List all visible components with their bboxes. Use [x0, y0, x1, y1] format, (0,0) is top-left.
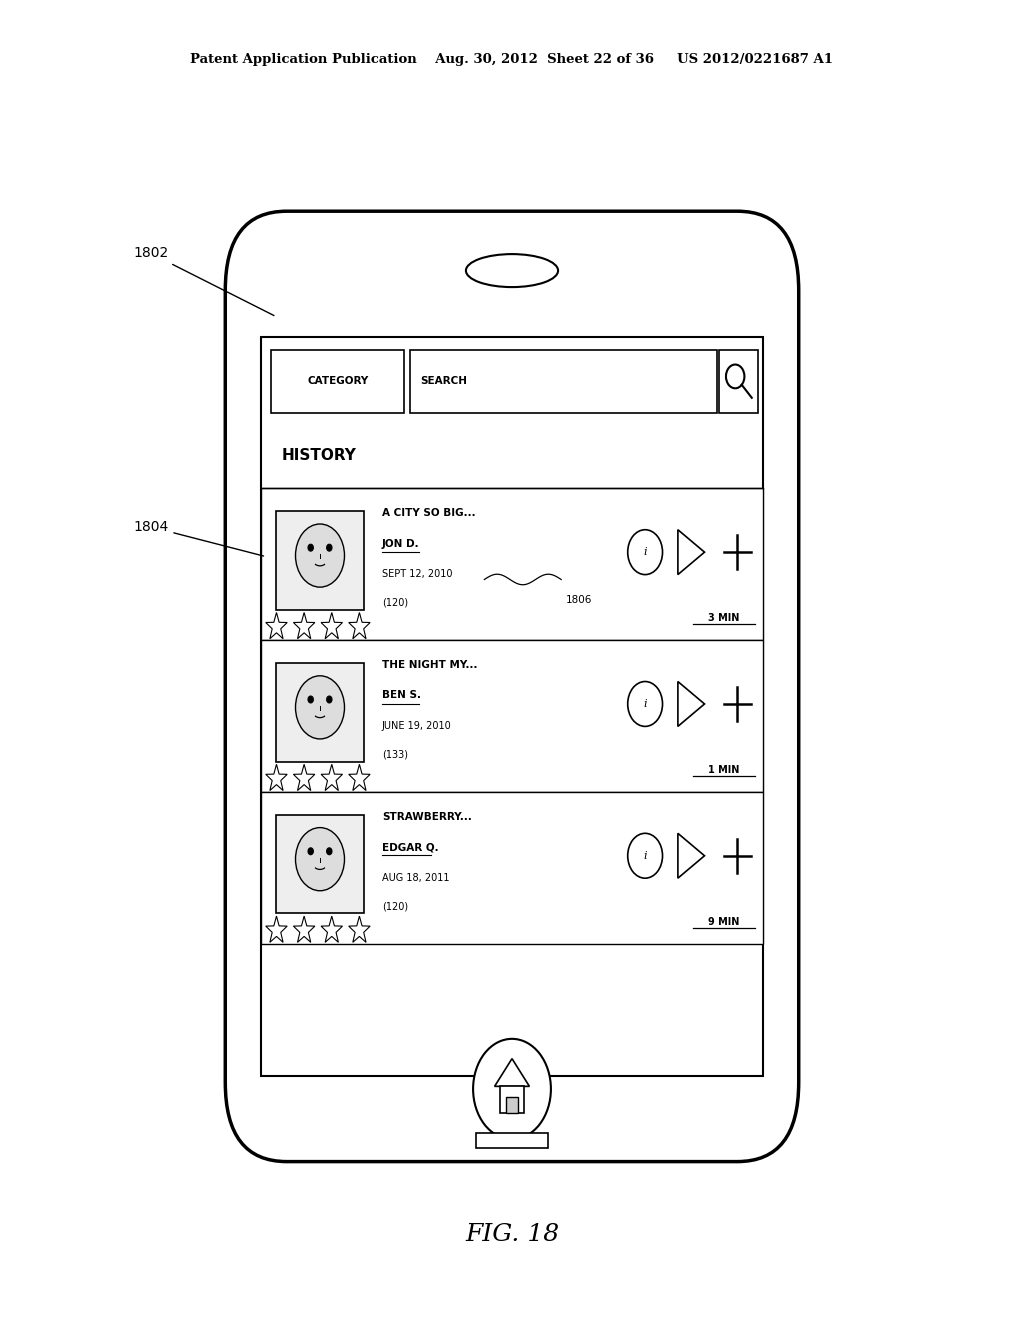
Bar: [276, 511, 364, 610]
Text: i: i: [643, 548, 647, 557]
Polygon shape: [349, 764, 370, 791]
Text: (133): (133): [382, 750, 408, 760]
Text: 1804: 1804: [133, 520, 263, 556]
Circle shape: [308, 696, 313, 704]
Polygon shape: [495, 1059, 529, 1086]
Text: 1806: 1806: [566, 595, 593, 606]
Text: HISTORY: HISTORY: [282, 447, 356, 463]
Text: STRAWBERRY...: STRAWBERRY...: [382, 812, 472, 822]
Bar: [410, 350, 717, 413]
Polygon shape: [678, 681, 705, 726]
Bar: [271, 350, 404, 413]
Circle shape: [327, 847, 332, 855]
Text: THE NIGHT MY...: THE NIGHT MY...: [382, 660, 477, 671]
Text: A CITY SO BIG...: A CITY SO BIG...: [382, 508, 475, 519]
Text: SEARCH: SEARCH: [420, 376, 467, 387]
FancyBboxPatch shape: [225, 211, 799, 1162]
Polygon shape: [349, 916, 370, 942]
Text: 1802: 1802: [133, 247, 274, 315]
Bar: [261, 792, 763, 944]
Text: JUNE 19, 2010: JUNE 19, 2010: [382, 721, 452, 731]
Polygon shape: [266, 916, 287, 942]
Polygon shape: [294, 916, 314, 942]
Polygon shape: [678, 529, 705, 574]
Polygon shape: [294, 612, 314, 639]
Circle shape: [308, 847, 313, 855]
Text: SEPT 12, 2010: SEPT 12, 2010: [382, 569, 453, 579]
Circle shape: [296, 524, 344, 587]
Polygon shape: [349, 612, 370, 639]
Polygon shape: [500, 1086, 524, 1113]
Circle shape: [296, 828, 344, 891]
Polygon shape: [322, 916, 342, 942]
Polygon shape: [322, 612, 342, 639]
Text: BEN S.: BEN S.: [382, 690, 421, 701]
Polygon shape: [506, 1097, 518, 1113]
Ellipse shape: [466, 255, 558, 288]
Bar: [719, 350, 758, 413]
Text: Patent Application Publication    Aug. 30, 2012  Sheet 22 of 36     US 2012/0221: Patent Application Publication Aug. 30, …: [190, 53, 834, 66]
Circle shape: [473, 1039, 551, 1139]
Bar: [276, 663, 364, 762]
Circle shape: [628, 833, 663, 878]
Bar: [476, 1133, 548, 1148]
Bar: [261, 640, 763, 792]
Polygon shape: [294, 764, 314, 791]
Circle shape: [628, 529, 663, 574]
Text: JON D.: JON D.: [382, 539, 420, 549]
Circle shape: [327, 696, 332, 704]
Text: 9 MIN: 9 MIN: [709, 916, 739, 927]
Circle shape: [308, 544, 313, 552]
Polygon shape: [322, 764, 342, 791]
Bar: [261, 488, 763, 640]
Circle shape: [327, 544, 332, 552]
Text: AUG 18, 2011: AUG 18, 2011: [382, 873, 450, 883]
Text: (120): (120): [382, 598, 409, 609]
Bar: [261, 337, 763, 1076]
Polygon shape: [266, 612, 287, 639]
Text: 3 MIN: 3 MIN: [709, 612, 739, 623]
Circle shape: [296, 676, 344, 739]
Polygon shape: [678, 833, 705, 878]
Text: i: i: [643, 700, 647, 709]
Text: (120): (120): [382, 902, 409, 912]
Text: EDGAR Q.: EDGAR Q.: [382, 842, 438, 853]
Text: i: i: [643, 851, 647, 861]
Bar: [276, 814, 364, 913]
Text: CATEGORY: CATEGORY: [307, 376, 369, 387]
Polygon shape: [266, 764, 287, 791]
Text: FIG. 18: FIG. 18: [465, 1222, 559, 1246]
Circle shape: [726, 364, 744, 388]
Text: 1 MIN: 1 MIN: [709, 764, 739, 775]
Circle shape: [628, 681, 663, 726]
